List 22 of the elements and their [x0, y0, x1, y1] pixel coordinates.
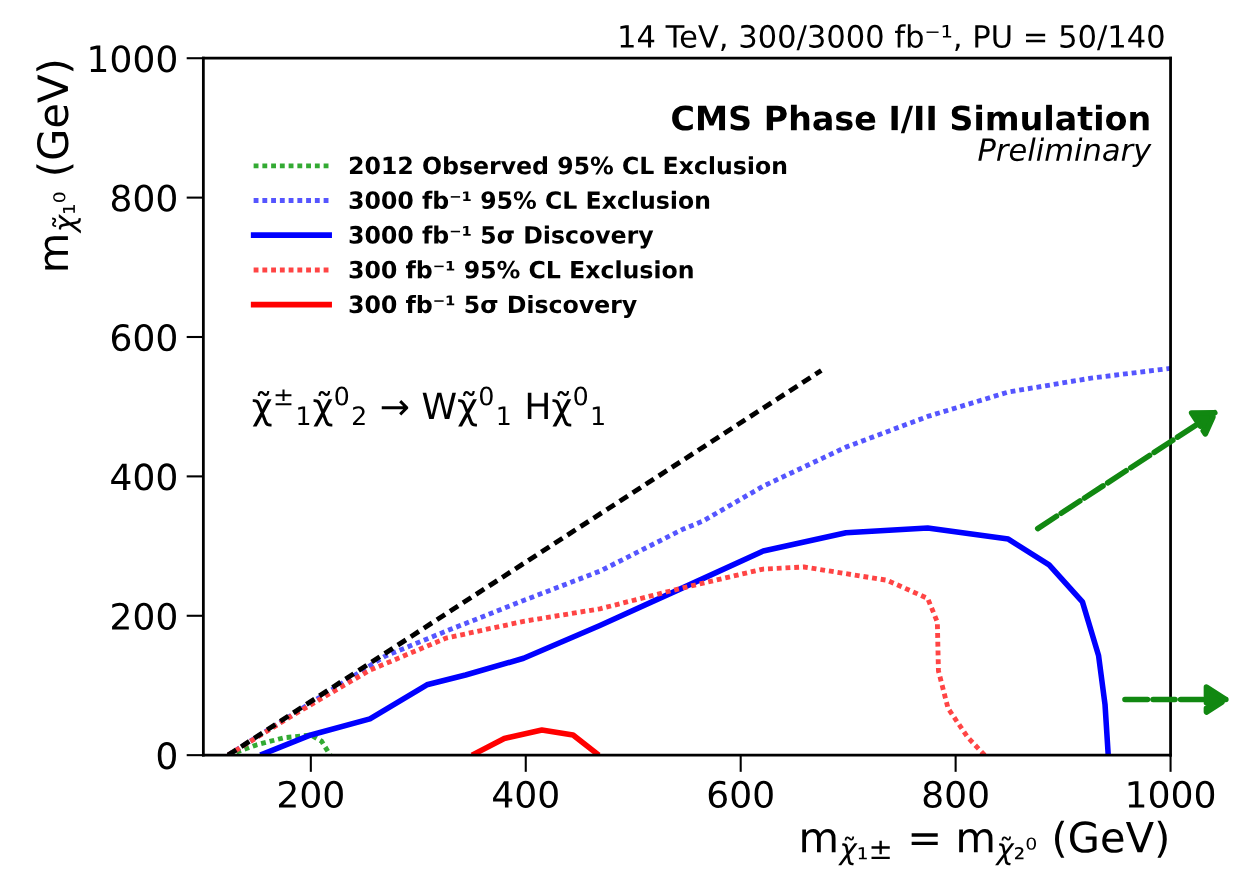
- x-tick-label: 400: [493, 780, 558, 809]
- y-tick-label: 200: [112, 602, 176, 631]
- y-tick-label: 800: [111, 184, 176, 212]
- y-tick-label: 1000: [90, 45, 176, 73]
- x-tick-label: 200: [279, 780, 343, 809]
- x-tick-label: 800: [923, 780, 988, 809]
- chart-title: 14 TeV, 300/3000 fb⁻¹, PU = 50/140: [620, 24, 1164, 52]
- y-tick-label: 400: [111, 463, 176, 491]
- text: χ̃$^{±}$$_{1}$χ̃$^{0}$$_{2}$ → Wχ̃$^{0}$$_{1}$ Hχ̃$^{0}$$_{1}$: [252, 386, 604, 427]
- y-axis-title: m$_{χ̃₁⁰}$ (GeV): [36, 61, 81, 270]
- x-tick-label: 600: [708, 780, 773, 809]
- annotation: Preliminary: [978, 137, 1152, 168]
- legend-label: 300 fb⁻¹ 95% CL Exclusion: [349, 260, 693, 279]
- x-tick-label: 1000: [1128, 780, 1215, 809]
- legend-label: 300 fb⁻¹ 5σ Discovery: [349, 294, 637, 318]
- annotation: CMS Phase I/II Simulation: [672, 104, 1149, 134]
- legend-label: 3000 fb⁻¹ 5σ Discovery: [349, 225, 654, 249]
- x-axis-title: m$_{χ̃₁±}$ = m$_{χ̃₂⁰}$ (GeV): [802, 820, 1167, 866]
- y-tick-label: 600: [111, 323, 176, 352]
- legend-label: 2012 Observed 95% CL Exclusion: [349, 156, 787, 175]
- y-tick-label: 0: [157, 742, 176, 770]
- legend-label: 3000 fb⁻¹ 95% CL Exclusion: [349, 190, 710, 210]
